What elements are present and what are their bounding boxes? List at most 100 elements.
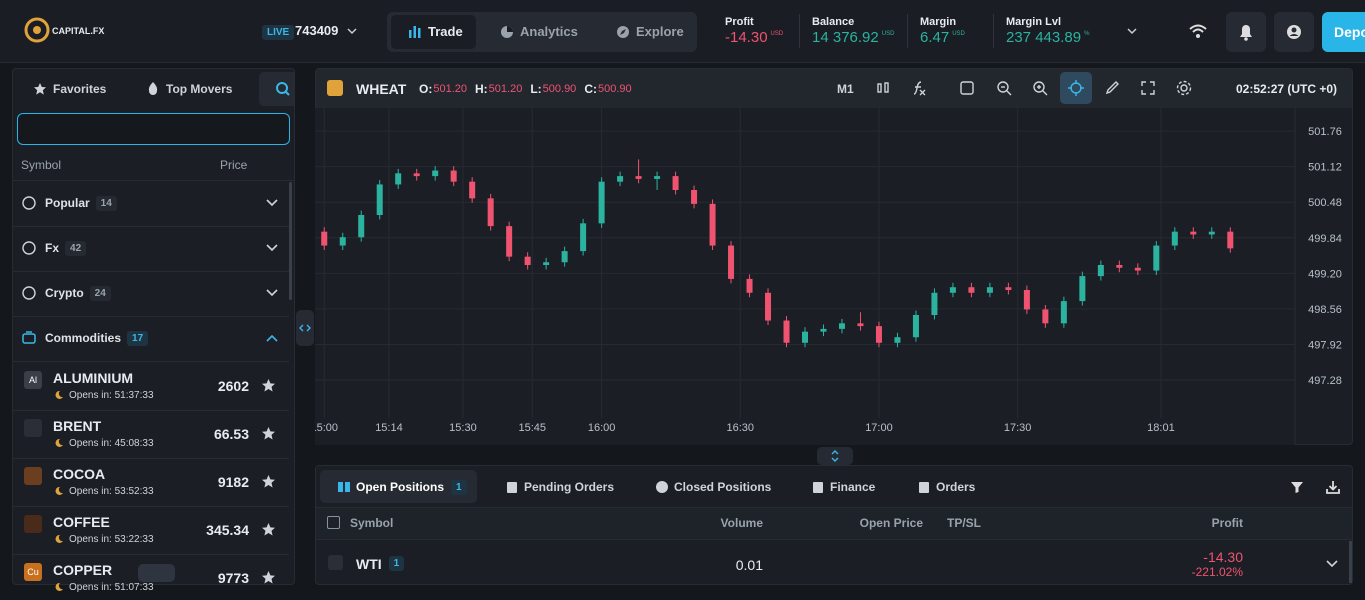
moon-icon	[55, 390, 63, 399]
account-number[interactable]: 743409	[295, 23, 339, 38]
icon-shape	[22, 241, 36, 255]
positions-tab[interactable]: Pending Orders	[524, 480, 615, 494]
profile-button[interactable]	[1274, 12, 1314, 52]
icon-shape	[507, 482, 517, 493]
tool-icon[interactable]	[959, 80, 975, 96]
nav-tab[interactable]: Trade	[428, 24, 463, 39]
favorite-star[interactable]	[261, 378, 276, 393]
search-button[interactable]	[259, 72, 294, 106]
column-header: Price	[220, 158, 248, 172]
select-all-checkbox[interactable]	[327, 516, 340, 529]
notifications-button[interactable]	[1226, 12, 1266, 52]
stat-unit: USD	[881, 31, 895, 37]
tool-icon[interactable]	[1068, 80, 1084, 96]
chevron[interactable]	[265, 243, 279, 253]
opens-in: Opens in: 51:37:33	[69, 390, 154, 401]
group-row[interactable]	[13, 271, 289, 317]
position-profit-pct: -221.02%	[1191, 565, 1243, 579]
stat-label: Balance	[812, 16, 855, 28]
icon-shape	[884, 82, 889, 93]
tool-icon[interactable]	[996, 80, 1012, 96]
deposit-button[interactable]: Deposit	[1322, 12, 1365, 52]
group-row[interactable]	[13, 226, 289, 272]
tool-icon[interactable]	[1032, 80, 1048, 96]
nav-tab[interactable]: Analytics	[520, 24, 578, 39]
expand-handle[interactable]	[817, 447, 853, 465]
stat-unit: USD	[770, 31, 784, 37]
chevron[interactable]	[265, 333, 279, 343]
x-tick-label: 15:30	[449, 422, 477, 434]
favorite-star[interactable]	[261, 474, 276, 489]
instrument-price: 9182	[217, 474, 249, 490]
position-count: 1	[388, 556, 405, 571]
positions-tab[interactable]: Closed Positions	[674, 480, 772, 494]
chevron[interactable]	[1126, 26, 1138, 36]
instrument-row[interactable]	[13, 506, 289, 555]
download-icon[interactable]	[1325, 479, 1341, 495]
sidebar-tab[interactable]: Favorites	[53, 82, 107, 96]
analytics-icon	[501, 26, 513, 38]
nav-tab[interactable]: Explore	[636, 24, 684, 39]
group-row[interactable]	[13, 316, 289, 362]
search-input[interactable]	[17, 113, 290, 145]
timeframe[interactable]: M1	[837, 82, 854, 96]
candle-body	[395, 173, 402, 185]
positions-tab[interactable]: Orders	[936, 480, 976, 494]
filter-icon[interactable]	[1289, 479, 1305, 495]
instrument-row[interactable]	[13, 458, 289, 507]
tool-icon[interactable]	[1176, 80, 1192, 96]
chevron[interactable]	[346, 26, 358, 36]
instrument-row[interactable]	[13, 362, 289, 411]
x-tick-label: 16:00	[588, 422, 616, 434]
sidebar-tab[interactable]: Top Movers	[166, 82, 233, 96]
candle-body	[524, 256, 531, 265]
instrument-row[interactable]	[13, 410, 289, 459]
chevron[interactable]	[1325, 559, 1339, 569]
favorite-star[interactable]	[261, 570, 276, 585]
tool-icon[interactable]	[875, 80, 891, 96]
instrument-price: 2602	[217, 378, 249, 394]
favorite-star[interactable]	[261, 522, 276, 537]
instrument-symbol: BRENT	[53, 418, 102, 434]
tool-icon[interactable]	[1140, 80, 1156, 96]
scroll-down-handle[interactable]	[138, 564, 175, 582]
position-symbol: WTI	[356, 556, 382, 572]
candle-body	[1060, 301, 1067, 324]
column-header: Symbol	[350, 516, 394, 530]
instrument-icon: Cu	[24, 563, 42, 581]
tool-icon[interactable]	[911, 80, 927, 96]
scrollbar	[1349, 541, 1352, 583]
group-row[interactable]	[13, 181, 289, 227]
tool-icon[interactable]	[1104, 80, 1120, 96]
ohlc-value: 501.20	[433, 83, 467, 95]
icon-shape	[1033, 81, 1045, 93]
group-count: 24	[89, 286, 111, 301]
instrument-icon	[24, 467, 42, 485]
symbol-icon	[327, 80, 343, 96]
opens-in: Opens in: 45:08:33	[69, 438, 154, 449]
position-volume: 0.01	[735, 557, 763, 573]
candle-body	[543, 262, 550, 265]
candle-body	[765, 292, 772, 321]
positions-tab[interactable]: Finance	[830, 480, 876, 494]
ohlc-value: 500.90	[597, 83, 632, 95]
icon-shape	[22, 333, 36, 344]
chevron[interactable]	[265, 288, 279, 298]
icon-shape	[1068, 80, 1084, 96]
candle-body	[1190, 231, 1197, 235]
candle-body	[875, 326, 882, 343]
positions-tab[interactable]: Open Positions	[356, 480, 445, 494]
icon-shape	[1180, 84, 1188, 92]
candle-body	[838, 323, 845, 329]
user-icon	[1287, 25, 1301, 39]
candle-body	[1116, 265, 1123, 268]
candle-body	[931, 292, 938, 315]
bell-icon	[1240, 25, 1252, 41]
moon-icon	[55, 486, 63, 495]
chevron[interactable]	[265, 198, 279, 208]
ohlc-label: C:	[584, 82, 597, 96]
y-tick-label: 499.84	[1308, 233, 1342, 245]
group-icon	[22, 286, 36, 300]
collapse-handle[interactable]	[296, 310, 314, 346]
favorite-star[interactable]	[261, 426, 276, 441]
